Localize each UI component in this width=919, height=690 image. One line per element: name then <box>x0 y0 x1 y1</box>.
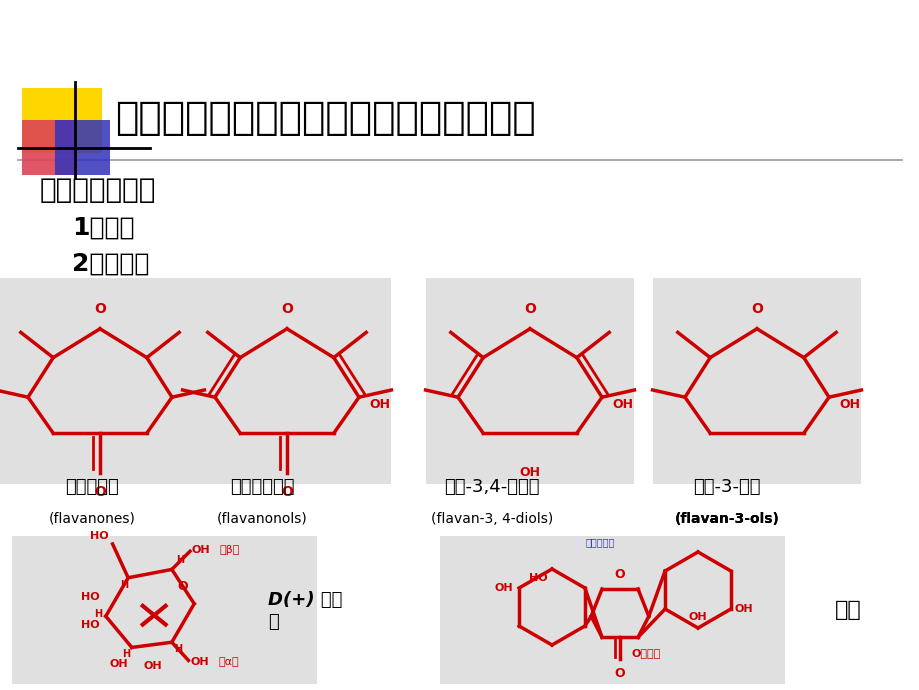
Text: H: H <box>119 580 128 590</box>
Text: （α）: （α） <box>218 657 238 667</box>
Text: H: H <box>94 609 102 619</box>
Bar <box>12 536 317 684</box>
Text: O: O <box>177 580 188 593</box>
Text: （一）一般性质: （一）一般性质 <box>40 176 156 204</box>
Text: OH: OH <box>519 466 540 479</box>
Text: O: O <box>94 302 106 316</box>
Text: OH: OH <box>839 398 860 411</box>
Text: 芦丁: 芦丁 <box>834 600 861 620</box>
Text: O: O <box>281 485 292 499</box>
Text: OH: OH <box>191 544 210 555</box>
Text: HO: HO <box>90 531 108 541</box>
Text: HO: HO <box>81 620 99 630</box>
Bar <box>0 278 204 484</box>
Bar <box>439 536 784 684</box>
Text: H: H <box>121 649 130 660</box>
Text: 二、黄酮类化合物的理化性质与呈色反应: 二、黄酮类化合物的理化性质与呈色反应 <box>115 99 535 137</box>
Text: (flavanonols): (flavanonols) <box>217 512 307 526</box>
Text: H: H <box>176 555 184 565</box>
Text: OH: OH <box>688 612 707 622</box>
Bar <box>22 120 77 175</box>
Text: O: O <box>524 302 536 316</box>
Bar <box>425 278 634 484</box>
Text: H: H <box>174 644 182 654</box>
Text: (flavan-3-ols): (flavan-3-ols) <box>674 512 778 526</box>
Text: （丙）溶解: （丙）溶解 <box>584 537 614 547</box>
Bar <box>652 278 860 484</box>
Text: (flavan-3-ols): (flavan-3-ols) <box>674 512 778 526</box>
Text: O: O <box>614 667 625 680</box>
Text: 黄烷-3,4-二醇类: 黄烷-3,4-二醇类 <box>444 478 539 496</box>
Text: O: O <box>281 302 292 316</box>
Text: OH: OH <box>494 583 513 593</box>
Text: O: O <box>614 568 625 581</box>
Text: HO: HO <box>81 592 99 602</box>
Text: 2、旋光性: 2、旋光性 <box>72 252 149 276</box>
Text: (flavanones): (flavanones) <box>49 512 135 526</box>
Text: OH: OH <box>734 604 753 614</box>
Text: (flavan-3, 4-diols): (flavan-3, 4-diols) <box>431 512 552 526</box>
Text: 二氢黄酮类: 二氢黄酮类 <box>65 478 119 496</box>
Text: OH: OH <box>612 398 633 411</box>
Text: OH: OH <box>109 660 128 669</box>
Bar <box>182 278 391 484</box>
Text: O: O <box>94 485 106 499</box>
Text: O芸香糖: O芸香糖 <box>631 649 661 658</box>
Text: 黄烷-3-醇类: 黄烷-3-醇类 <box>692 478 760 496</box>
Text: （β）: （β） <box>220 544 240 555</box>
Bar <box>55 120 110 175</box>
Text: 二氢黄酮醇类: 二氢黄酮醇类 <box>230 478 294 496</box>
Text: OH: OH <box>143 662 162 671</box>
Text: OH: OH <box>369 398 391 411</box>
Text: 糖: 糖 <box>267 613 278 631</box>
Text: D(+) 葡萄: D(+) 葡萄 <box>267 591 342 609</box>
Bar <box>22 88 102 153</box>
Text: HO: HO <box>528 573 548 583</box>
Text: 1、性状: 1、性状 <box>72 216 134 240</box>
Text: O: O <box>750 302 762 316</box>
Text: OH: OH <box>190 657 209 667</box>
